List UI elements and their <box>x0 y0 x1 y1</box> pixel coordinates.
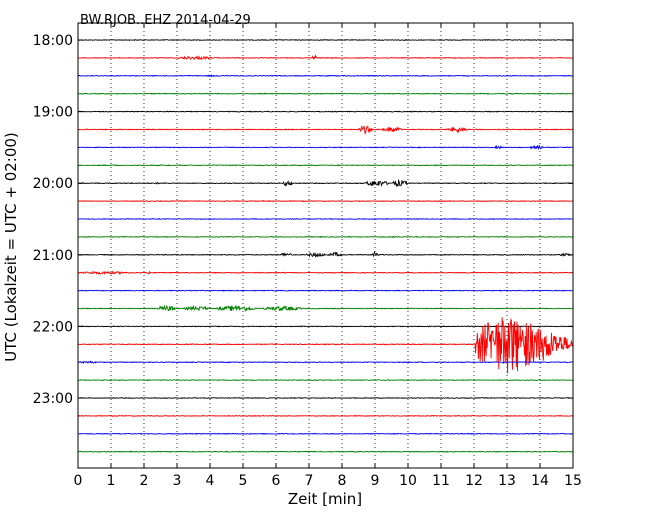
trace-18:45 <box>78 92 573 95</box>
trace-20:30 <box>78 217 573 221</box>
x-tick-label: 6 <box>272 473 281 489</box>
chart-title: BW.RJOB..EHZ 2014-04-29 <box>80 13 251 28</box>
x-tick-label: 7 <box>305 473 314 489</box>
y-tick-label: 18:00 <box>33 33 73 49</box>
x-tick-label: 10 <box>399 473 417 489</box>
y-tick-label: 21:00 <box>33 248 73 264</box>
trace-21:15 <box>78 270 573 276</box>
trace-23:00 <box>78 396 573 400</box>
trace-18:00 <box>78 38 573 42</box>
y-tick-label: 20:00 <box>33 176 73 192</box>
x-tick-label: 0 <box>74 473 83 489</box>
x-tick-label: 9 <box>371 473 380 489</box>
x-tick-label: 1 <box>107 473 116 489</box>
trace-21:45 <box>78 304 573 312</box>
trace-19:30 <box>78 144 573 151</box>
x-tick-label: 15 <box>564 473 582 489</box>
y-axis-label: UTC (Lokalzeit = UTC + 02:00) <box>2 132 20 362</box>
x-tick-label: 3 <box>173 473 182 489</box>
y-tick-label: 19:00 <box>33 105 73 121</box>
trace-23:45 <box>78 450 573 453</box>
x-tick-label: 2 <box>140 473 149 489</box>
trace-23:15 <box>78 414 573 417</box>
trace-20:15 <box>78 200 573 203</box>
y-tick-label: 22:00 <box>33 319 73 335</box>
seismic-traces <box>78 38 573 453</box>
trace-22:15 <box>78 317 573 374</box>
x-tick-label: 14 <box>531 473 549 489</box>
x-tick-label: 13 <box>498 473 516 489</box>
trace-21:00 <box>78 251 573 258</box>
x-tick-label: 11 <box>432 473 450 489</box>
trace-22:30 <box>78 360 573 365</box>
x-tick-label: 5 <box>239 473 248 489</box>
x-tick-label: 4 <box>206 473 215 489</box>
x-tick-label: 8 <box>338 473 347 489</box>
trace-19:45 <box>78 164 573 167</box>
trace-18:30 <box>78 74 573 78</box>
trace-20:45 <box>78 235 573 239</box>
trace-22:45 <box>78 379 573 382</box>
trace-21:30 <box>78 289 573 292</box>
trace-23:30 <box>78 432 573 435</box>
trace-19:15 <box>78 125 573 135</box>
trace-19:00 <box>78 110 573 113</box>
x-tick-label: 12 <box>465 473 483 489</box>
x-axis-label: Zeit [min] <box>288 490 362 508</box>
plot-frame <box>77 22 574 469</box>
axes: 0 1 2 3 4 5 6 7 8 9 10 11 12 13 14 1518:0019:0020:0021:… <box>33 23 582 489</box>
trace-18:15 <box>78 54 573 61</box>
y-tick-label: 23:00 <box>33 391 73 407</box>
grid-lines <box>110 23 541 468</box>
trace-22:00 <box>78 325 573 328</box>
trace-20:00 <box>78 178 573 188</box>
